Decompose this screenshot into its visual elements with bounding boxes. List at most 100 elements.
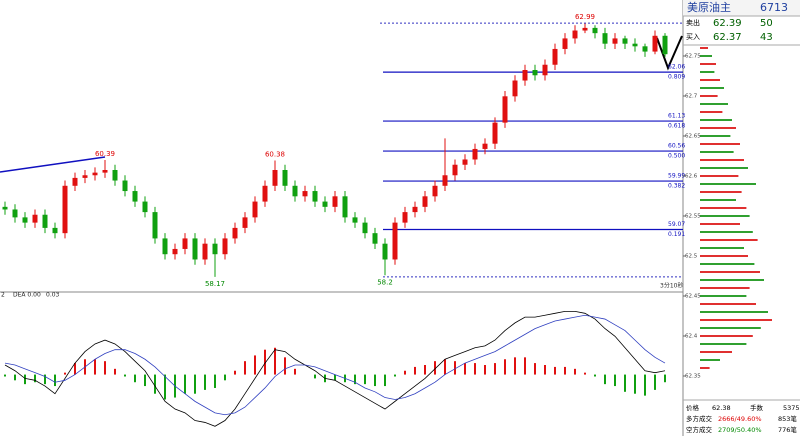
candle-body [622, 38, 628, 44]
quote-stat: 2709/50.40% [718, 426, 762, 434]
profile-tick-label: 62.6 [685, 174, 698, 180]
macd-bar [64, 372, 66, 375]
macd-bar [124, 374, 126, 377]
candle-body [552, 48, 558, 65]
candle-body [272, 170, 278, 186]
profile-bar [700, 263, 755, 265]
candle-body [282, 170, 288, 186]
macd-bar [364, 374, 366, 385]
fib-ratio: 0.382 [668, 183, 685, 190]
candle-body [122, 180, 128, 192]
profile-bar [700, 255, 748, 257]
fib-price: 61.13 [668, 113, 685, 120]
extreme-label: 58.17 [205, 280, 225, 288]
candle-body [192, 238, 198, 260]
macd-bar [214, 374, 216, 388]
macd-bar [114, 368, 116, 375]
candle-body [572, 30, 578, 39]
candle-body [412, 206, 418, 213]
profile-bar [700, 151, 734, 153]
macd-bar [284, 357, 286, 375]
profile-bar [700, 367, 710, 369]
profile-bar [700, 335, 753, 337]
macd-bar [464, 363, 466, 375]
macd-bar [544, 365, 546, 375]
candle-body [542, 64, 548, 76]
macd-bar [424, 365, 426, 375]
macd-bar [44, 374, 46, 385]
candle-body [112, 170, 118, 181]
profile-bar [700, 295, 747, 297]
candle-body [12, 209, 18, 218]
quote-label: 买入 [686, 33, 700, 41]
timer: 3分10秒 [660, 282, 683, 290]
candle-body [252, 201, 258, 218]
macd-bar [484, 365, 486, 375]
macd-bar [74, 363, 76, 375]
macd-bar [94, 359, 96, 375]
candle-body [222, 238, 228, 255]
profile-bar [700, 311, 768, 313]
profile-bar [700, 199, 736, 201]
candle-body [612, 38, 618, 44]
quote-qty: 43 [760, 32, 773, 43]
profile-bar [700, 327, 761, 329]
quote-stat: 5375 [783, 404, 800, 412]
profile-bar [700, 127, 736, 129]
quote-stat: 776笔 [778, 425, 797, 434]
quote-price: 62.39 [713, 18, 742, 29]
candle-body [92, 172, 98, 176]
profile-bar [700, 47, 708, 49]
macd-bar [434, 361, 436, 375]
macd-bar [254, 355, 256, 375]
quote-name: 美原油主 [687, 0, 731, 14]
candle-body [492, 122, 498, 144]
quote-stat: 空方成交 [686, 425, 713, 434]
profile-bar [700, 103, 728, 105]
candle-body [202, 243, 208, 260]
macd-bar [34, 374, 36, 383]
candle-body [72, 177, 78, 186]
macd-bar [264, 349, 266, 375]
candle-body [452, 164, 458, 176]
macd-bar [14, 374, 16, 381]
macd-bar [664, 374, 666, 383]
candle-body [652, 35, 658, 52]
profile-bar [700, 87, 724, 89]
profile-bar [700, 351, 732, 353]
candle-body [592, 27, 598, 34]
macd-bar [204, 374, 206, 390]
macd-bar [644, 374, 646, 396]
profile-bar [700, 239, 758, 241]
candle-body [212, 243, 218, 255]
candle-body [442, 175, 448, 186]
candle-body [482, 143, 488, 149]
candle-body [402, 212, 408, 223]
candle-body [462, 159, 468, 165]
profile-bar [700, 231, 753, 233]
profile-bar [700, 167, 748, 169]
macd-bar [524, 357, 526, 375]
extreme-label: 58.2 [377, 278, 393, 286]
candle-body [372, 233, 378, 244]
macd-bar [354, 374, 356, 385]
macd-bar [104, 361, 106, 375]
macd-bar [534, 363, 536, 375]
macd-bar [374, 374, 376, 387]
candle-body [382, 243, 388, 260]
macd-bar [334, 374, 336, 381]
macd-bar [584, 372, 586, 375]
quote-qty: 50 [760, 18, 773, 29]
profile-bar [700, 159, 744, 161]
macd-bar [164, 374, 166, 400]
candle-body [242, 217, 248, 228]
candle-body [632, 43, 638, 47]
fib-price: 62.06 [668, 64, 685, 71]
macd-bar [414, 366, 416, 375]
macd-bar [294, 368, 296, 375]
quote-stat: 手数 [750, 403, 764, 412]
extreme-label: 62.99 [575, 13, 595, 21]
macd-bar [224, 374, 226, 381]
macd-bar [514, 357, 516, 375]
